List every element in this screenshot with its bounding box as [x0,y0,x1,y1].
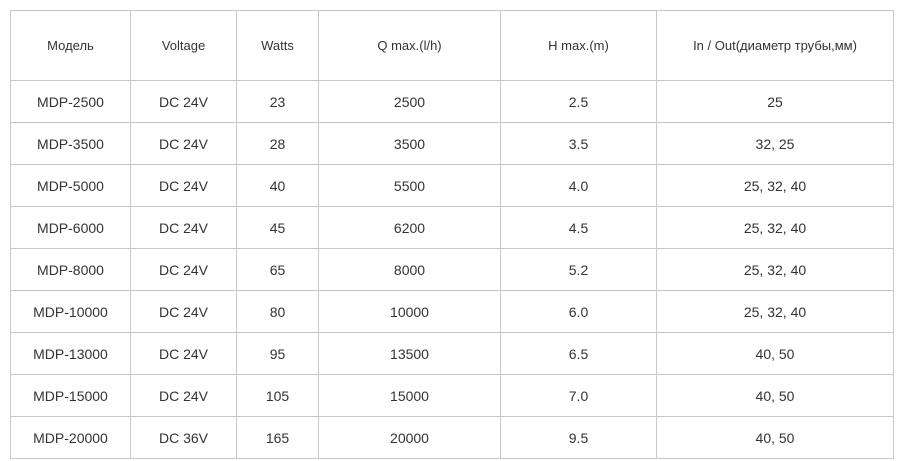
table-cell: DC 24V [130,332,237,375]
table-cell: 10000 [318,290,501,333]
header-cell: Модель [10,10,131,81]
table-cell: 3.5 [500,122,657,165]
table-cell: 40 [236,164,319,207]
table-cell: 95 [236,332,319,375]
table-cell: DC 24V [130,248,237,291]
table-cell: 13500 [318,332,501,375]
table-cell: 80 [236,290,319,333]
table-cell: 6200 [318,206,501,249]
table-cell: 165 [236,416,319,459]
table-cell: DC 24V [130,122,237,165]
table-cell: 5.2 [500,248,657,291]
table-cell: DC 24V [130,374,237,417]
table-cell: 25, 32, 40 [656,248,894,291]
table-cell: DC 24V [130,80,237,123]
table-row: MDP-15000 DC 24V 105 15000 7.0 40, 50 [10,374,894,417]
table-cell: 40, 50 [656,416,894,459]
table-cell: 25 [656,80,894,123]
table-cell: 25, 32, 40 [656,206,894,249]
table-cell: 40, 50 [656,332,894,375]
table-cell: DC 36V [130,416,237,459]
table-row: MDP-20000 DC 36V 165 20000 9.5 40, 50 [10,416,894,459]
table-cell: MDP-5000 [10,164,131,207]
table-cell: MDP-20000 [10,416,131,459]
table-row: MDP-5000 DC 24V 40 5500 4.0 25, 32, 40 [10,164,894,207]
table-cell: 4.5 [500,206,657,249]
table-cell: 105 [236,374,319,417]
table-cell: 20000 [318,416,501,459]
table-row: MDP-10000 DC 24V 80 10000 6.0 25, 32, 40 [10,290,894,333]
table-cell: 25, 32, 40 [656,290,894,333]
table-cell: MDP-13000 [10,332,131,375]
table-row: MDP-6000 DC 24V 45 6200 4.5 25, 32, 40 [10,206,894,249]
header-cell: Q max.(l/h) [318,10,501,81]
table-row: MDP-13000 DC 24V 95 13500 6.5 40, 50 [10,332,894,375]
table-row: MDP-2500 DC 24V 23 2500 2.5 25 [10,80,894,123]
table-cell: 9.5 [500,416,657,459]
header-cell: In / Out(диаметр трубы,мм) [656,10,894,81]
table-cell: 7.0 [500,374,657,417]
table-row: MDP-8000 DC 24V 65 8000 5.2 25, 32, 40 [10,248,894,291]
table-row: MDP-3500 DC 24V 28 3500 3.5 32, 25 [10,122,894,165]
table-cell: DC 24V [130,164,237,207]
table-cell: 28 [236,122,319,165]
table-cell: MDP-10000 [10,290,131,333]
header-cell: H max.(m) [500,10,657,81]
table-cell: DC 24V [130,206,237,249]
table-cell: 3500 [318,122,501,165]
table-cell: 2500 [318,80,501,123]
table-cell: 32, 25 [656,122,894,165]
header-cell: Voltage [130,10,237,81]
table-cell: 65 [236,248,319,291]
table-cell: 5500 [318,164,501,207]
table-header: Модель Voltage Watts Q max.(l/h) H max.(m) In… [10,10,894,81]
table-cell: 2.5 [500,80,657,123]
header-cell: Watts [236,10,319,81]
table-cell: 8000 [318,248,501,291]
header-row: Модель Voltage Watts Q max.(l/h) H max.(m) In… [10,10,894,81]
table-body: MDP-2500 DC 24V 23 2500 2.5 25 MDP-3500 DC 24V 2… [10,80,894,459]
table-cell: DC 24V [130,290,237,333]
table-cell: MDP-6000 [10,206,131,249]
table-cell: 15000 [318,374,501,417]
table-cell: 45 [236,206,319,249]
table-cell: MDP-2500 [10,80,131,123]
table-cell: 4.0 [500,164,657,207]
spec-table: Модель Voltage Watts Q max.(l/h) H max.(m) In… [10,10,894,459]
table-cell: 23 [236,80,319,123]
table-cell: 6.0 [500,290,657,333]
table-cell: MDP-3500 [10,122,131,165]
table-cell: 25, 32, 40 [656,164,894,207]
table-cell: 6.5 [500,332,657,375]
table-cell: MDP-8000 [10,248,131,291]
table-cell: MDP-15000 [10,374,131,417]
table-cell: 40, 50 [656,374,894,417]
